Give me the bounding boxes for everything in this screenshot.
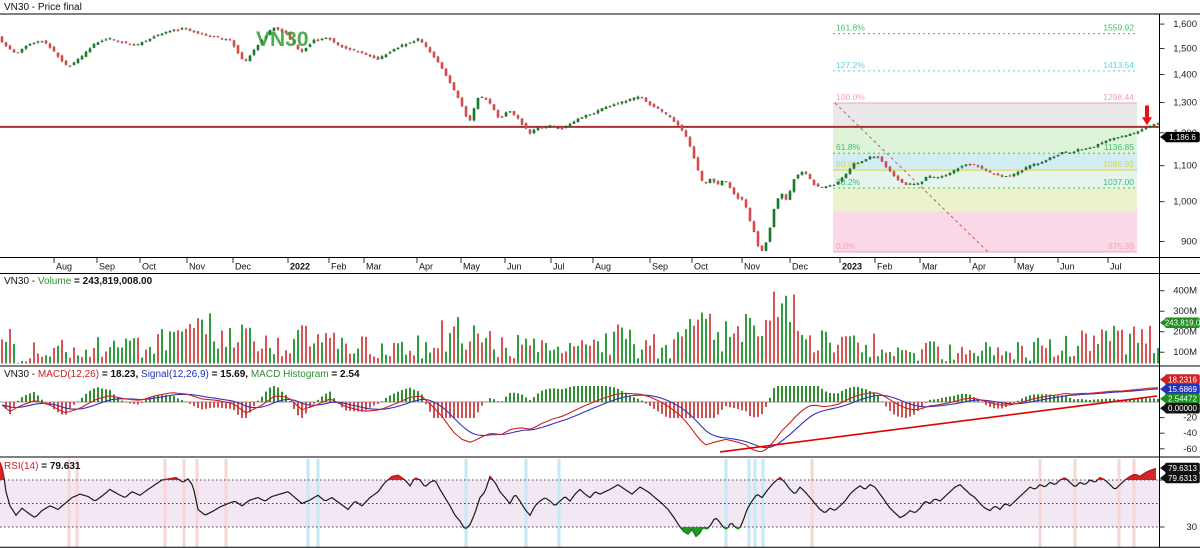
svg-text:79.6313: 79.6313 bbox=[1168, 474, 1197, 483]
svg-text:Apr: Apr bbox=[419, 262, 433, 272]
svg-text:100.0%: 100.0% bbox=[836, 92, 865, 102]
svg-text:200M: 200M bbox=[1173, 327, 1197, 338]
volume-panel-title: VN30 - Volume = 243,819,008.00 bbox=[4, 276, 153, 287]
svg-text:1086.92: 1086.92 bbox=[1103, 159, 1134, 169]
rsi-panel[interactable] bbox=[0, 459, 1160, 547]
svg-text:38.2%: 38.2% bbox=[836, 177, 861, 187]
fib-retracement-zone bbox=[833, 103, 1137, 252]
svg-text:Jun: Jun bbox=[1060, 262, 1075, 272]
macd-value-tag: 15.6869 bbox=[1160, 383, 1200, 395]
svg-text:875.39: 875.39 bbox=[1108, 241, 1134, 251]
svg-text:Nov: Nov bbox=[744, 262, 761, 272]
svg-text:Aug: Aug bbox=[56, 262, 72, 272]
svg-text:1136.85: 1136.85 bbox=[1104, 142, 1134, 152]
macd-value-tag: 0.00000 bbox=[1160, 403, 1200, 414]
svg-text:Feb: Feb bbox=[331, 262, 347, 272]
svg-text:Jun: Jun bbox=[507, 262, 522, 272]
macd-value-tag: 18.2316 bbox=[1160, 374, 1200, 385]
svg-text:Feb: Feb bbox=[877, 262, 893, 272]
svg-text:243,819,0: 243,819,0 bbox=[1165, 319, 1200, 328]
svg-text:Mar: Mar bbox=[922, 262, 938, 272]
svg-text:1,100: 1,100 bbox=[1173, 161, 1197, 172]
panel-borders bbox=[0, 13, 1200, 548]
fib-levels: 161.8% 1559.92 127.2% 1413.54 100.0% 1298.44 6… bbox=[833, 23, 1137, 253]
svg-text:May: May bbox=[1017, 262, 1035, 272]
svg-text:Mar: Mar bbox=[366, 262, 382, 272]
volume-value-tag: 243,819,0 bbox=[1160, 317, 1200, 328]
svg-text:100M: 100M bbox=[1173, 347, 1197, 358]
svg-text:-60: -60 bbox=[1183, 444, 1197, 455]
svg-text:1037.00: 1037.00 bbox=[1103, 177, 1134, 187]
svg-text:1298.44: 1298.44 bbox=[1103, 92, 1134, 102]
svg-text:VN30: VN30 bbox=[256, 28, 309, 51]
svg-text:1,600: 1,600 bbox=[1173, 19, 1197, 30]
svg-text:1,300: 1,300 bbox=[1173, 98, 1197, 109]
macd-panel-title: VN30 - MACD(12,26) = 18.23, Signal(12,26… bbox=[4, 369, 360, 380]
price-panel-title: VN30 - Price final bbox=[4, 2, 82, 13]
macd-value-tag: 2.54472 bbox=[1160, 393, 1200, 404]
svg-text:1,000: 1,000 bbox=[1173, 197, 1197, 208]
svg-text:1,500: 1,500 bbox=[1173, 43, 1197, 54]
rsi-value-tag: 79.6313 bbox=[1160, 472, 1200, 484]
svg-text:2.54472: 2.54472 bbox=[1168, 395, 1197, 404]
svg-text:900: 900 bbox=[1181, 236, 1197, 247]
svg-text:Jul: Jul bbox=[553, 262, 565, 272]
svg-text:1559.92: 1559.92 bbox=[1103, 23, 1134, 33]
svg-text:Apr: Apr bbox=[972, 262, 986, 272]
volume-bars[interactable] bbox=[1, 291, 1159, 364]
svg-text:Sep: Sep bbox=[652, 262, 668, 272]
sell-signal-arrow bbox=[1142, 105, 1152, 126]
svg-text:400M: 400M bbox=[1173, 286, 1197, 297]
svg-text:300M: 300M bbox=[1173, 306, 1197, 317]
svg-text:1,186.6: 1,186.6 bbox=[1169, 133, 1196, 142]
svg-text:1,400: 1,400 bbox=[1173, 70, 1197, 81]
svg-text:Aug: Aug bbox=[595, 262, 611, 272]
svg-text:-40: -40 bbox=[1183, 428, 1197, 439]
svg-text:2022: 2022 bbox=[290, 262, 310, 272]
svg-text:161.8%: 161.8% bbox=[836, 23, 865, 33]
svg-text:May: May bbox=[463, 262, 481, 272]
watermark: VN30 bbox=[256, 28, 309, 51]
last-price-tag: 1,186.6 bbox=[1160, 131, 1200, 143]
macd-trendline bbox=[719, 395, 1158, 453]
candlesticks[interactable] bbox=[0, 26, 1160, 252]
svg-text:Sep: Sep bbox=[99, 262, 115, 272]
svg-text:15.6869: 15.6869 bbox=[1168, 385, 1197, 394]
svg-text:Dec: Dec bbox=[235, 262, 252, 272]
rsi-value-tag: 79.6313 bbox=[1160, 462, 1200, 474]
svg-text:Jul: Jul bbox=[1110, 262, 1122, 272]
svg-text:Dec: Dec bbox=[792, 262, 809, 272]
svg-text:2023: 2023 bbox=[842, 262, 862, 272]
svg-text:127.2%: 127.2% bbox=[836, 60, 865, 70]
svg-text:Oct: Oct bbox=[142, 262, 157, 272]
rsi-panel-title: RSI(14) = 79.631 bbox=[4, 461, 81, 472]
svg-text:1413.54: 1413.54 bbox=[1103, 60, 1134, 70]
svg-text:50.0%: 50.0% bbox=[836, 159, 861, 169]
svg-text:18.2316: 18.2316 bbox=[1168, 375, 1197, 384]
svg-text:0.00000: 0.00000 bbox=[1168, 404, 1197, 413]
macd-panel[interactable] bbox=[0, 386, 1160, 453]
svg-text:-20: -20 bbox=[1183, 413, 1197, 424]
svg-text:79.6313: 79.6313 bbox=[1168, 464, 1197, 473]
date-axis[interactable]: Aug Sep Oct Nov Dec 2022 Feb Mar Apr May Jun Jul Aug… bbox=[0, 257, 1200, 274]
svg-text:61.8%: 61.8% bbox=[836, 142, 861, 152]
svg-text:0.0%: 0.0% bbox=[836, 241, 856, 251]
svg-text:30: 30 bbox=[1186, 522, 1197, 533]
svg-text:Oct: Oct bbox=[694, 262, 709, 272]
svg-text:Nov: Nov bbox=[189, 262, 206, 272]
